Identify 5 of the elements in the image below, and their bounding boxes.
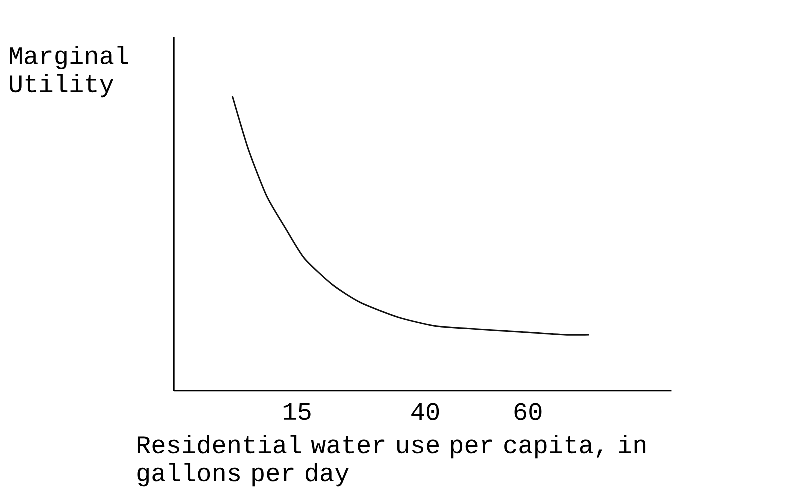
- x-tick-label: 40: [412, 403, 440, 420]
- x-axis-title: Residential water use per capita, in gallons per day: [138, 435, 646, 487]
- x-tick-label: 15: [284, 403, 311, 420]
- y-axis-title: Marginal Utility: [10, 46, 128, 98]
- x-tick-label: 60: [514, 403, 542, 420]
